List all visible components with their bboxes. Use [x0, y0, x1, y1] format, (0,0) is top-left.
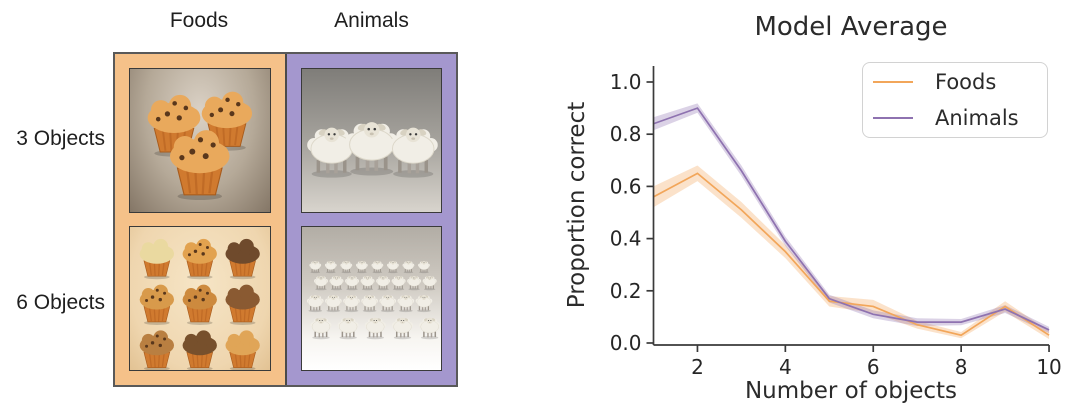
row-label-3-objects: 3 Objects: [16, 127, 105, 150]
muffin-photo-illustration: [147, 91, 253, 200]
photo-muffins-9: [129, 226, 271, 371]
y-tick-label: 0.0: [610, 331, 642, 355]
animals-column: [284, 54, 456, 385]
sheep-icon: [342, 295, 360, 313]
sheep-icon: [306, 295, 324, 313]
column-header-foods: Foods: [169, 9, 229, 32]
muffin-icon: [139, 284, 175, 325]
stimuli-grid: [113, 52, 458, 387]
sheep-icon: [308, 261, 321, 274]
sheep-icon: [364, 317, 386, 340]
sheep-icon: [371, 261, 383, 274]
sheep-icon: [360, 295, 378, 313]
sheep-icon: [406, 276, 421, 291]
chart-title: Model Average: [754, 12, 948, 42]
legend-label-foods: Foods: [935, 70, 997, 94]
x-axis-label: Number of objects: [744, 378, 958, 404]
sheep-icon: [324, 295, 342, 313]
muffin-icon: [225, 238, 260, 280]
sheep-icon: [402, 261, 414, 274]
sheep-icon: [375, 276, 390, 291]
sheep-icon: [417, 261, 430, 274]
sheep-icon: [396, 295, 414, 313]
sheep-icon: [391, 317, 413, 340]
sheep-icon: [345, 122, 398, 176]
muffin-photo-illustration: [139, 238, 260, 370]
photo-muffins-3: [129, 68, 271, 213]
sheep-icon: [344, 276, 359, 291]
x-tick-label: 10: [1036, 355, 1061, 379]
muffin-icon: [225, 284, 260, 325]
sheep-icon: [388, 127, 438, 178]
x-tick-label: 6: [867, 355, 880, 379]
muffin-icon: [170, 130, 230, 200]
legend-label-animals: Animals: [935, 106, 1019, 130]
sheep-icon: [378, 295, 396, 313]
sheep-icon: [415, 295, 432, 313]
muffin-icon: [139, 330, 175, 370]
sheep-icon: [360, 276, 375, 291]
chart-panel: Model Average Proportion correct 0.0 0.2 0…: [560, 0, 1080, 413]
x-tick-label: 8: [955, 355, 968, 379]
photo-sheep-3: [300, 68, 442, 213]
muffin-icon: [182, 238, 217, 280]
row-label-6-objects: 6 Objects: [16, 291, 105, 314]
sheep-photo-illustration: [306, 122, 438, 178]
sheep-photo-illustration: [306, 261, 440, 340]
muffin-icon: [182, 330, 217, 370]
y-tick-label: 1.0: [610, 70, 642, 94]
sheep-icon: [337, 317, 359, 340]
y-tick-label: 0.6: [610, 174, 642, 198]
y-tick-label: 0.8: [610, 122, 642, 146]
sheep-icon: [418, 317, 440, 340]
muffin-icon: [182, 284, 217, 325]
legend-item-animals: Animals: [863, 105, 1047, 131]
stimuli-panel: Foods Animals 3 Objects 6 Objects: [16, 9, 458, 387]
sheep-icon: [391, 276, 406, 291]
sheep-icon: [329, 276, 343, 291]
line-chart: 0.0 0.2 0.4 0.6 0.8 1.0 2 4 6 8 10: [610, 66, 1062, 379]
foods-line: [653, 172, 1050, 337]
sheep-icon: [386, 261, 399, 274]
x-tick-label: 2: [691, 355, 704, 379]
sheep-icon: [339, 261, 352, 274]
muffin-icon: [139, 238, 175, 280]
x-tick-label: 4: [779, 355, 792, 379]
muffin-icon: [147, 94, 201, 157]
animals-line-swatch: [873, 117, 913, 119]
sheep-icon: [313, 276, 328, 291]
photo-sheep-herd: [300, 226, 442, 371]
sheep-icon: [355, 261, 368, 274]
y-tick-label: 0.2: [610, 279, 642, 303]
foods-column: [115, 54, 285, 385]
chart-legend: Foods Animals: [862, 62, 1048, 138]
y-tick-label: 0.4: [610, 227, 642, 251]
column-header-animals: Animals: [334, 9, 409, 32]
sheep-icon: [324, 261, 337, 274]
sheep-icon: [309, 317, 332, 340]
sheep-icon: [422, 276, 437, 291]
muffin-icon: [225, 330, 260, 370]
animals-line: [653, 107, 1050, 331]
foods-line-swatch: [873, 81, 913, 83]
legend-item-foods: Foods: [863, 69, 1047, 95]
